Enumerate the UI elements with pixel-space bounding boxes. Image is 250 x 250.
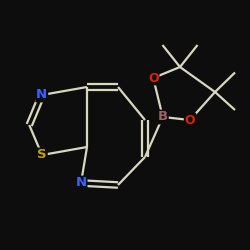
Text: B: B xyxy=(158,110,168,124)
Text: O: O xyxy=(148,72,158,85)
Text: O: O xyxy=(185,114,195,126)
Text: S: S xyxy=(37,148,47,162)
Text: N: N xyxy=(76,176,86,190)
Text: N: N xyxy=(36,88,47,102)
